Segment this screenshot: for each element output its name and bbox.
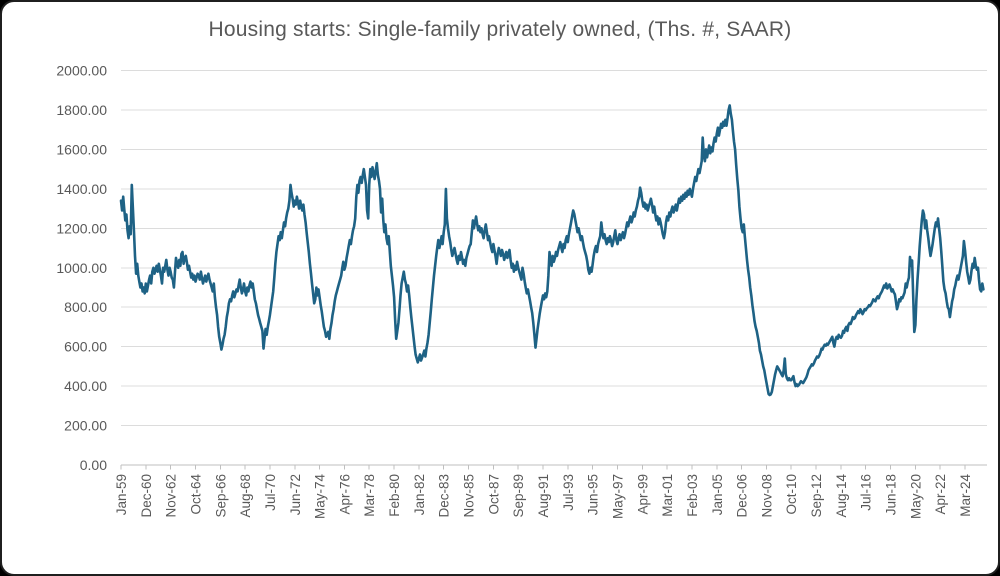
- svg-text:Feb-03: Feb-03: [685, 474, 700, 517]
- svg-text:Mar-01: Mar-01: [660, 474, 675, 517]
- svg-text:Apr-99: Apr-99: [635, 474, 650, 515]
- chart-title: Housing starts: Single-family privately …: [208, 18, 792, 41]
- svg-text:Aug-68: Aug-68: [238, 474, 253, 518]
- svg-text:1200.00: 1200.00: [56, 220, 107, 236]
- svg-text:Feb-80: Feb-80: [387, 474, 402, 517]
- svg-text:May-97: May-97: [610, 474, 625, 519]
- svg-text:600.00: 600.00: [64, 339, 107, 355]
- svg-text:Nov-85: Nov-85: [462, 474, 477, 518]
- svg-text:200.00: 200.00: [64, 418, 107, 434]
- svg-text:May-20: May-20: [908, 474, 923, 519]
- svg-text:Dec-83: Dec-83: [437, 474, 452, 518]
- svg-text:400.00: 400.00: [64, 378, 107, 394]
- svg-text:Aug-14: Aug-14: [834, 474, 849, 518]
- svg-text:Oct-10: Oct-10: [784, 474, 799, 515]
- svg-text:Sep-66: Sep-66: [213, 474, 228, 518]
- svg-text:Jul-16: Jul-16: [859, 474, 874, 511]
- svg-text:Aug-91: Aug-91: [536, 474, 551, 518]
- svg-text:Oct-87: Oct-87: [486, 474, 501, 515]
- svg-text:Sep-89: Sep-89: [511, 474, 526, 518]
- svg-text:1400.00: 1400.00: [56, 181, 107, 197]
- svg-text:Mar-24: Mar-24: [958, 474, 973, 517]
- housing-starts-line-series: [119, 104, 985, 397]
- svg-text:Jan-82: Jan-82: [412, 474, 427, 515]
- svg-text:1800.00: 1800.00: [56, 102, 107, 118]
- svg-text:Dec-60: Dec-60: [139, 474, 154, 518]
- svg-text:Mar-78: Mar-78: [362, 474, 377, 517]
- x-axis: [120, 464, 987, 470]
- svg-text:Jun-95: Jun-95: [586, 474, 601, 515]
- svg-text:Nov-08: Nov-08: [759, 474, 774, 518]
- svg-text:Sep-12: Sep-12: [809, 474, 824, 518]
- svg-text:Apr-22: Apr-22: [933, 474, 948, 515]
- svg-text:Oct-64: Oct-64: [188, 474, 203, 515]
- svg-text:2000.00: 2000.00: [56, 63, 107, 79]
- svg-text:1000.00: 1000.00: [56, 260, 107, 276]
- svg-text:Dec-06: Dec-06: [735, 474, 750, 518]
- svg-text:May-74: May-74: [313, 474, 328, 520]
- svg-text:Jun-18: Jun-18: [884, 474, 899, 515]
- x-axis-labels: Jan-59 Dec-60 Nov-62 Oct-64 Sep-66 Aug-68 Jul-…: [114, 474, 973, 520]
- gridlines: [121, 70, 987, 466]
- svg-text:Nov-62: Nov-62: [164, 474, 179, 518]
- svg-text:800.00: 800.00: [64, 299, 107, 315]
- svg-text:Jul-93: Jul-93: [561, 474, 576, 511]
- svg-text:0.00: 0.00: [80, 457, 107, 473]
- svg-text:Jan-59: Jan-59: [114, 474, 129, 515]
- svg-text:Jun-72: Jun-72: [288, 474, 303, 515]
- y-axis-labels: 2000.00 1800.00 1600.00 1400.00 1200.00 1000.…: [56, 63, 107, 474]
- svg-text:Jul-70: Jul-70: [263, 474, 278, 511]
- svg-text:1600.00: 1600.00: [56, 141, 107, 157]
- svg-text:Jan-05: Jan-05: [710, 474, 725, 515]
- svg-text:Apr-76: Apr-76: [337, 474, 352, 515]
